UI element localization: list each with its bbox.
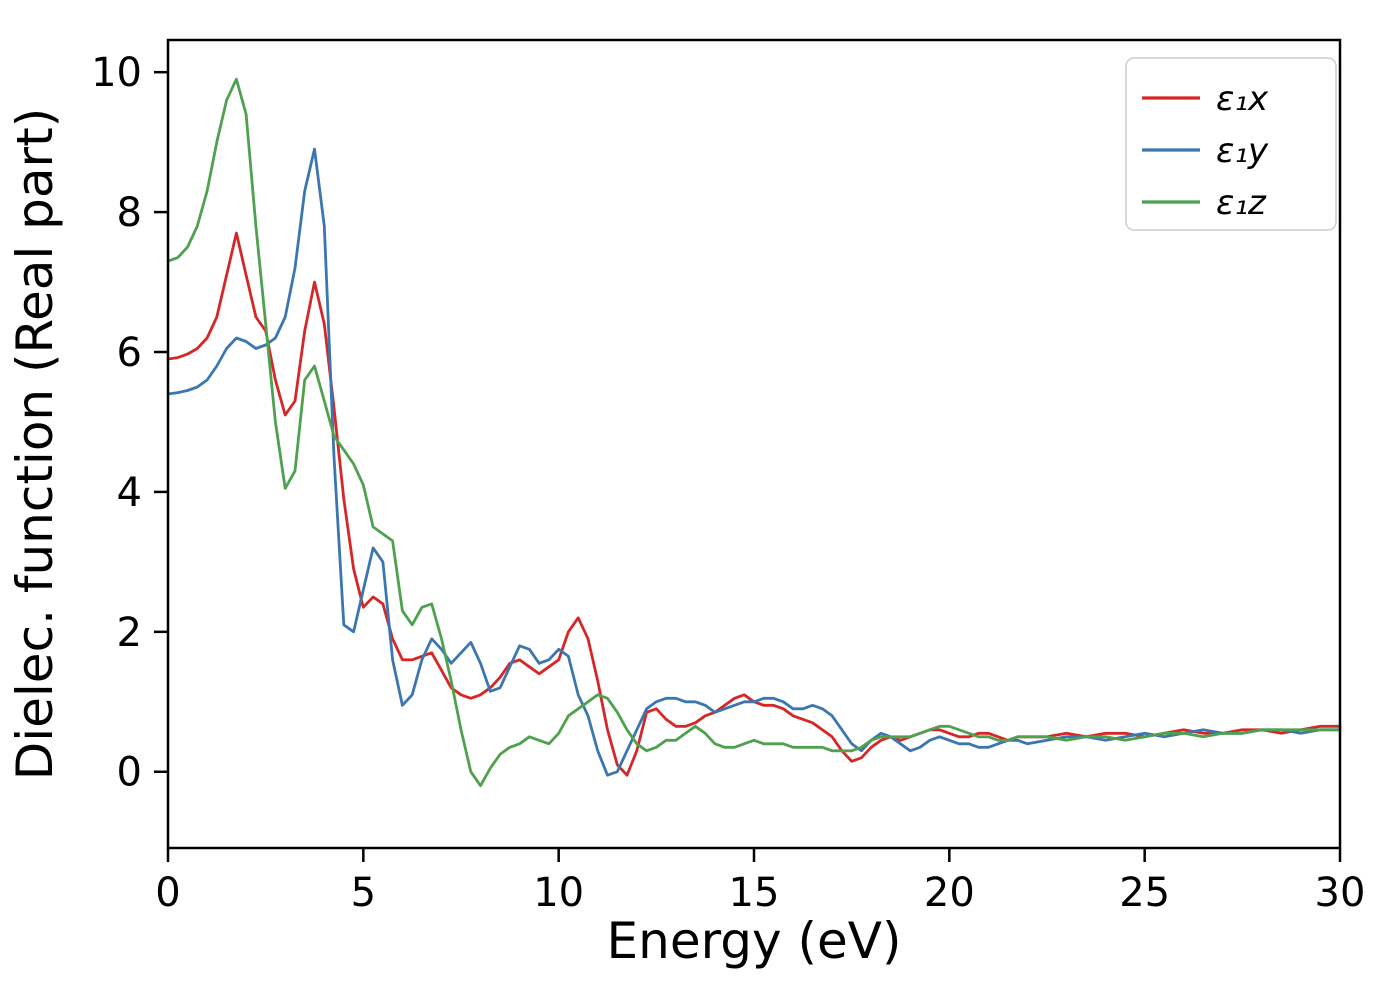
legend-label: ε₁y: [1216, 131, 1269, 171]
legend: ε₁x ε₁y ε₁z: [1125, 57, 1337, 231]
legend-label: ε₁z: [1216, 183, 1267, 223]
x-tick-label: 5: [351, 870, 376, 916]
y-tick-label: 10: [91, 50, 142, 96]
y-tick-label: 2: [117, 610, 142, 656]
series-line-2: [166, 77, 1342, 788]
series-group: [166, 77, 1342, 788]
legend-frame: [1125, 57, 1337, 231]
x-tick-label: 25: [1119, 870, 1170, 916]
x-tick-label: 0: [155, 870, 180, 916]
legend-label: ε₁x: [1216, 79, 1269, 119]
x-axis-label: Energy (eV): [607, 912, 902, 970]
x-tick-label: 10: [533, 870, 584, 916]
series-line-0: [166, 231, 1342, 777]
y-tick-label: 6: [117, 330, 142, 376]
y-tick-label: 8: [117, 190, 142, 236]
y-axis-label: Dielec. function (Real part): [6, 108, 64, 780]
y-tick-label: 4: [117, 470, 142, 516]
axes-group: 0 5 10 15 20 25 30 0 2 4 6 8 10: [91, 38, 1366, 916]
x-tick-label: 30: [1315, 870, 1366, 916]
x-tick-label: 15: [729, 870, 780, 916]
y-tick-label: 0: [117, 750, 142, 796]
x-tick-label: 20: [924, 870, 975, 916]
series-line-1: [166, 147, 1342, 777]
